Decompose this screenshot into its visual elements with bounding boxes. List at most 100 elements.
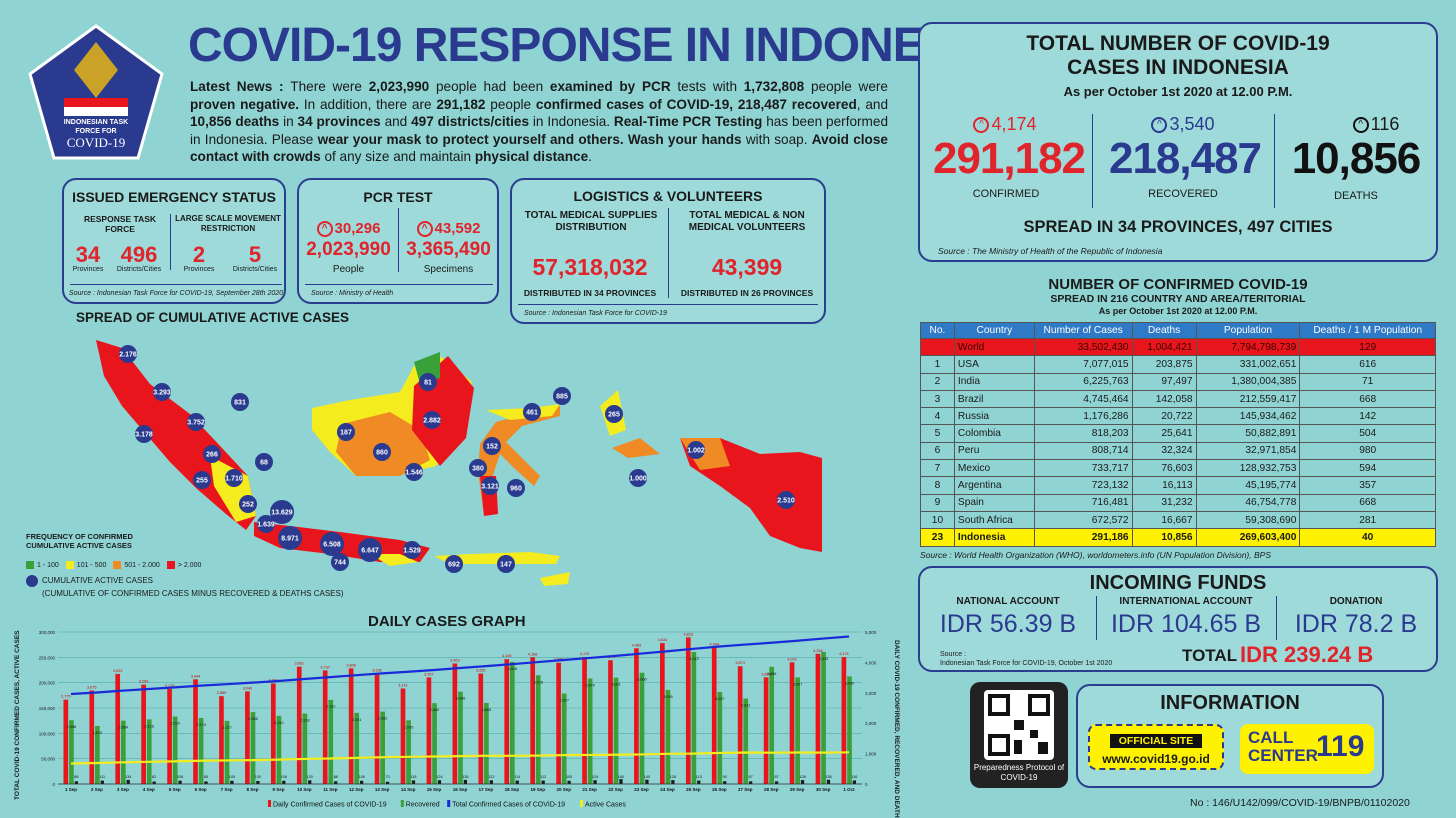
table-header: Deaths <box>1131 322 1197 339</box>
confirmed-data-label: 4,168 <box>528 652 538 656</box>
x-tick-label: 23 Sep <box>634 787 649 792</box>
table-cell: 357 <box>1299 476 1436 495</box>
confirmed-bar <box>374 673 380 784</box>
legend-swatch <box>166 561 175 569</box>
map-bubble-label: 266 <box>206 452 218 459</box>
recovered-bar <box>691 651 697 784</box>
deaths-bar <box>826 779 831 784</box>
deaths-value: 10,856 <box>1291 134 1422 183</box>
recovered-bar <box>535 675 541 784</box>
recovered-data-label: 3,576 <box>534 680 544 684</box>
deaths-data-label: 73 <box>385 775 389 779</box>
x-tick-label: 4 Sep <box>143 787 155 792</box>
table-cell: 142,058 <box>1131 389 1197 409</box>
left-tick-label: 50,000 <box>41 757 55 762</box>
deaths-bar <box>334 781 338 784</box>
recovered-bar <box>665 689 671 784</box>
confirmed-data-label: 2,775 <box>61 695 71 699</box>
recovered-bar <box>250 712 256 784</box>
map-bubble-label: 13.629 <box>271 510 293 517</box>
map-bubble <box>320 532 344 556</box>
confirmed-data-label: 3,269 <box>139 680 149 684</box>
arrow-up-icon: ^ <box>973 117 990 134</box>
table-row: 6 Peru 808,714 32,324 32,971,854 980 <box>920 441 1436 461</box>
table-cell: 818,203 <box>1033 424 1133 443</box>
deaths-data-label: 120 <box>307 775 313 779</box>
table-cell: 16,113 <box>1131 476 1197 495</box>
news-segment: of any size and maintain <box>320 149 475 165</box>
call-center-button[interactable]: CALL CENTER 119 <box>1240 724 1374 774</box>
news-segment: 10,856 deaths <box>190 114 280 130</box>
table-cell: 733,717 <box>1033 459 1133 478</box>
mr-provinces-value: 2 <box>192 242 206 267</box>
table-cell: 716,481 <box>1033 493 1133 512</box>
recovered-bar <box>172 716 178 784</box>
table-row: 3 Brazil 4,745,464 142,058 212,559,417 668 <box>920 389 1436 409</box>
recovered-bar <box>510 661 515 784</box>
confirmed-data-label: 3,874 <box>735 661 745 665</box>
qr-code-card[interactable]: Preparedness Protocol of COVID-19 <box>970 682 1068 788</box>
map-bubble-label: 3.178 <box>135 432 153 439</box>
confirmed-bar <box>504 659 510 784</box>
mr-provinces-label: Provinces <box>183 266 215 273</box>
x-tick-label: 10 Sep <box>297 787 312 792</box>
logo-text-3: COVID-19 <box>66 135 126 150</box>
official-site-link[interactable]: OFFICIAL SITE www.covid19.go.id <box>1088 724 1224 770</box>
map-bubble <box>203 445 221 463</box>
table-cell: 31,232 <box>1131 493 1197 512</box>
recovered-data-label: 3,540 <box>845 681 855 685</box>
map-bubble <box>405 463 423 481</box>
x-tick-label: 25 Sep <box>686 787 701 792</box>
left-tick-label: 300,000 <box>39 630 56 635</box>
table-cell: 50,882,891 <box>1195 424 1301 443</box>
medical-supplies-footer: DISTRIBUTED IN 34 PROVINCES <box>523 288 657 298</box>
map-bubble <box>337 423 355 441</box>
world-source: Source : World Health Organization (WHO)… <box>920 550 1271 560</box>
map-bubble-label: 1.002 <box>687 448 705 455</box>
map-legend: 1 - 100 101 - 500 501 - 2.000 > 2.000 <box>26 561 208 569</box>
table-cell: Spain <box>953 493 1035 512</box>
map-bubble <box>481 477 499 495</box>
deaths-bar <box>385 781 390 784</box>
deaths-data-label: 116 <box>851 775 857 779</box>
deaths-data-label: 105 <box>566 775 572 779</box>
confirmed-value: 291,182 <box>932 134 1086 183</box>
deaths-data-label: 114 <box>514 775 520 779</box>
x-tick-label: 19 Sep <box>531 787 546 792</box>
deaths-bar <box>256 780 260 784</box>
information-title: INFORMATION <box>1160 692 1300 714</box>
map-bubble <box>497 555 515 573</box>
pcr-people-label: People <box>332 264 365 275</box>
news-segment: tests with <box>670 79 744 94</box>
map-bubble-label: 2.882 <box>423 418 441 425</box>
map-bubble-label: 461 <box>526 410 538 417</box>
confirmed-data-label: 4,494 <box>709 642 719 646</box>
deaths-data-label: 140 <box>644 775 650 779</box>
x-tick-label: 6 Sep <box>195 787 207 792</box>
arrow-up-icon: ^ <box>1352 117 1369 134</box>
map-bubble-label: 265 <box>608 412 620 419</box>
right-tick-label: 5,000 <box>865 630 877 635</box>
table-row: 23 Indonesia 291,186 10,856 269,603,400 40 <box>920 528 1436 547</box>
funds-source-text: Indonesian Task Force for COVID-19, Octo… <box>940 660 1113 667</box>
x-tick-label: 26 Sep <box>712 787 727 792</box>
table-cell: 10 <box>920 510 955 530</box>
legend-swatch <box>65 561 74 569</box>
map-bubble <box>423 411 441 429</box>
rtf-cities-label: Districts/Cities <box>116 266 162 273</box>
recovered-data-label: 2,382 <box>378 717 388 721</box>
bubble-legend-label: CUMULATIVE ACTIVE CASES <box>42 576 153 585</box>
volunteers-footer: DISTRIBUTED IN 26 PROVINCES <box>680 288 814 298</box>
map-bubble-label: 1.639 <box>257 522 275 529</box>
deaths-data-label: 106 <box>358 775 364 779</box>
chart-legend-label: Recovered <box>406 802 440 809</box>
left-tick-label: 200,000 <box>39 681 56 686</box>
movement-restriction-label: LARGE SCALE MOVEMENT RESTRICTION <box>175 214 281 233</box>
map-bubble <box>403 541 421 559</box>
map-bubble <box>331 553 349 571</box>
map-bubble <box>629 469 647 487</box>
call-number: 119 <box>1316 730 1365 763</box>
recovered-delta: 3,540 <box>1169 114 1215 134</box>
table-cell: Peru <box>953 441 1035 461</box>
table-cell: 8 <box>920 476 955 495</box>
